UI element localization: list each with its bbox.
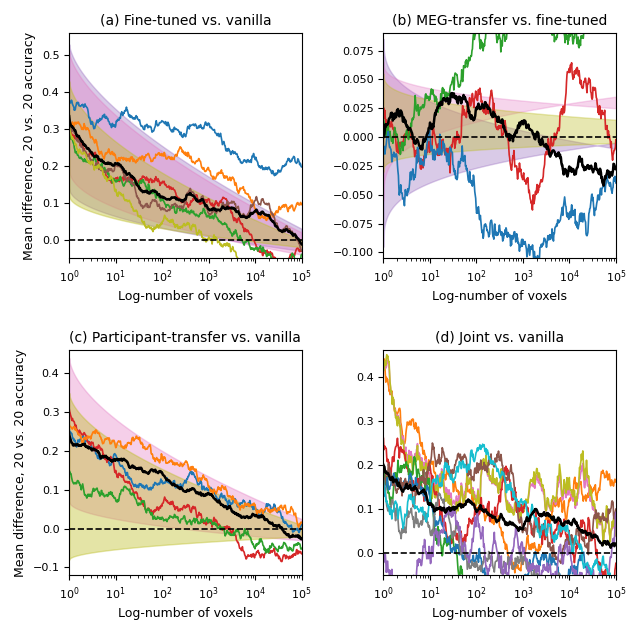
Title: (a) Fine-tuned vs. vanilla: (a) Fine-tuned vs. vanilla (100, 14, 271, 28)
Title: (c) Participant-transfer vs. vanilla: (c) Participant-transfer vs. vanilla (69, 331, 301, 345)
Y-axis label: Mean difference, 20 vs. 20 accuracy: Mean difference, 20 vs. 20 accuracy (14, 349, 27, 577)
Title: (b) MEG-transfer vs. fine-tuned: (b) MEG-transfer vs. fine-tuned (392, 14, 607, 28)
Y-axis label: Mean difference, 20 vs. 20 accuracy: Mean difference, 20 vs. 20 accuracy (23, 32, 36, 260)
Title: (d) Joint vs. vanilla: (d) Joint vs. vanilla (435, 331, 564, 345)
X-axis label: Log-number of voxels: Log-number of voxels (432, 290, 567, 303)
X-axis label: Log-number of voxels: Log-number of voxels (118, 290, 253, 303)
X-axis label: Log-number of voxels: Log-number of voxels (432, 607, 567, 620)
X-axis label: Log-number of voxels: Log-number of voxels (118, 607, 253, 620)
